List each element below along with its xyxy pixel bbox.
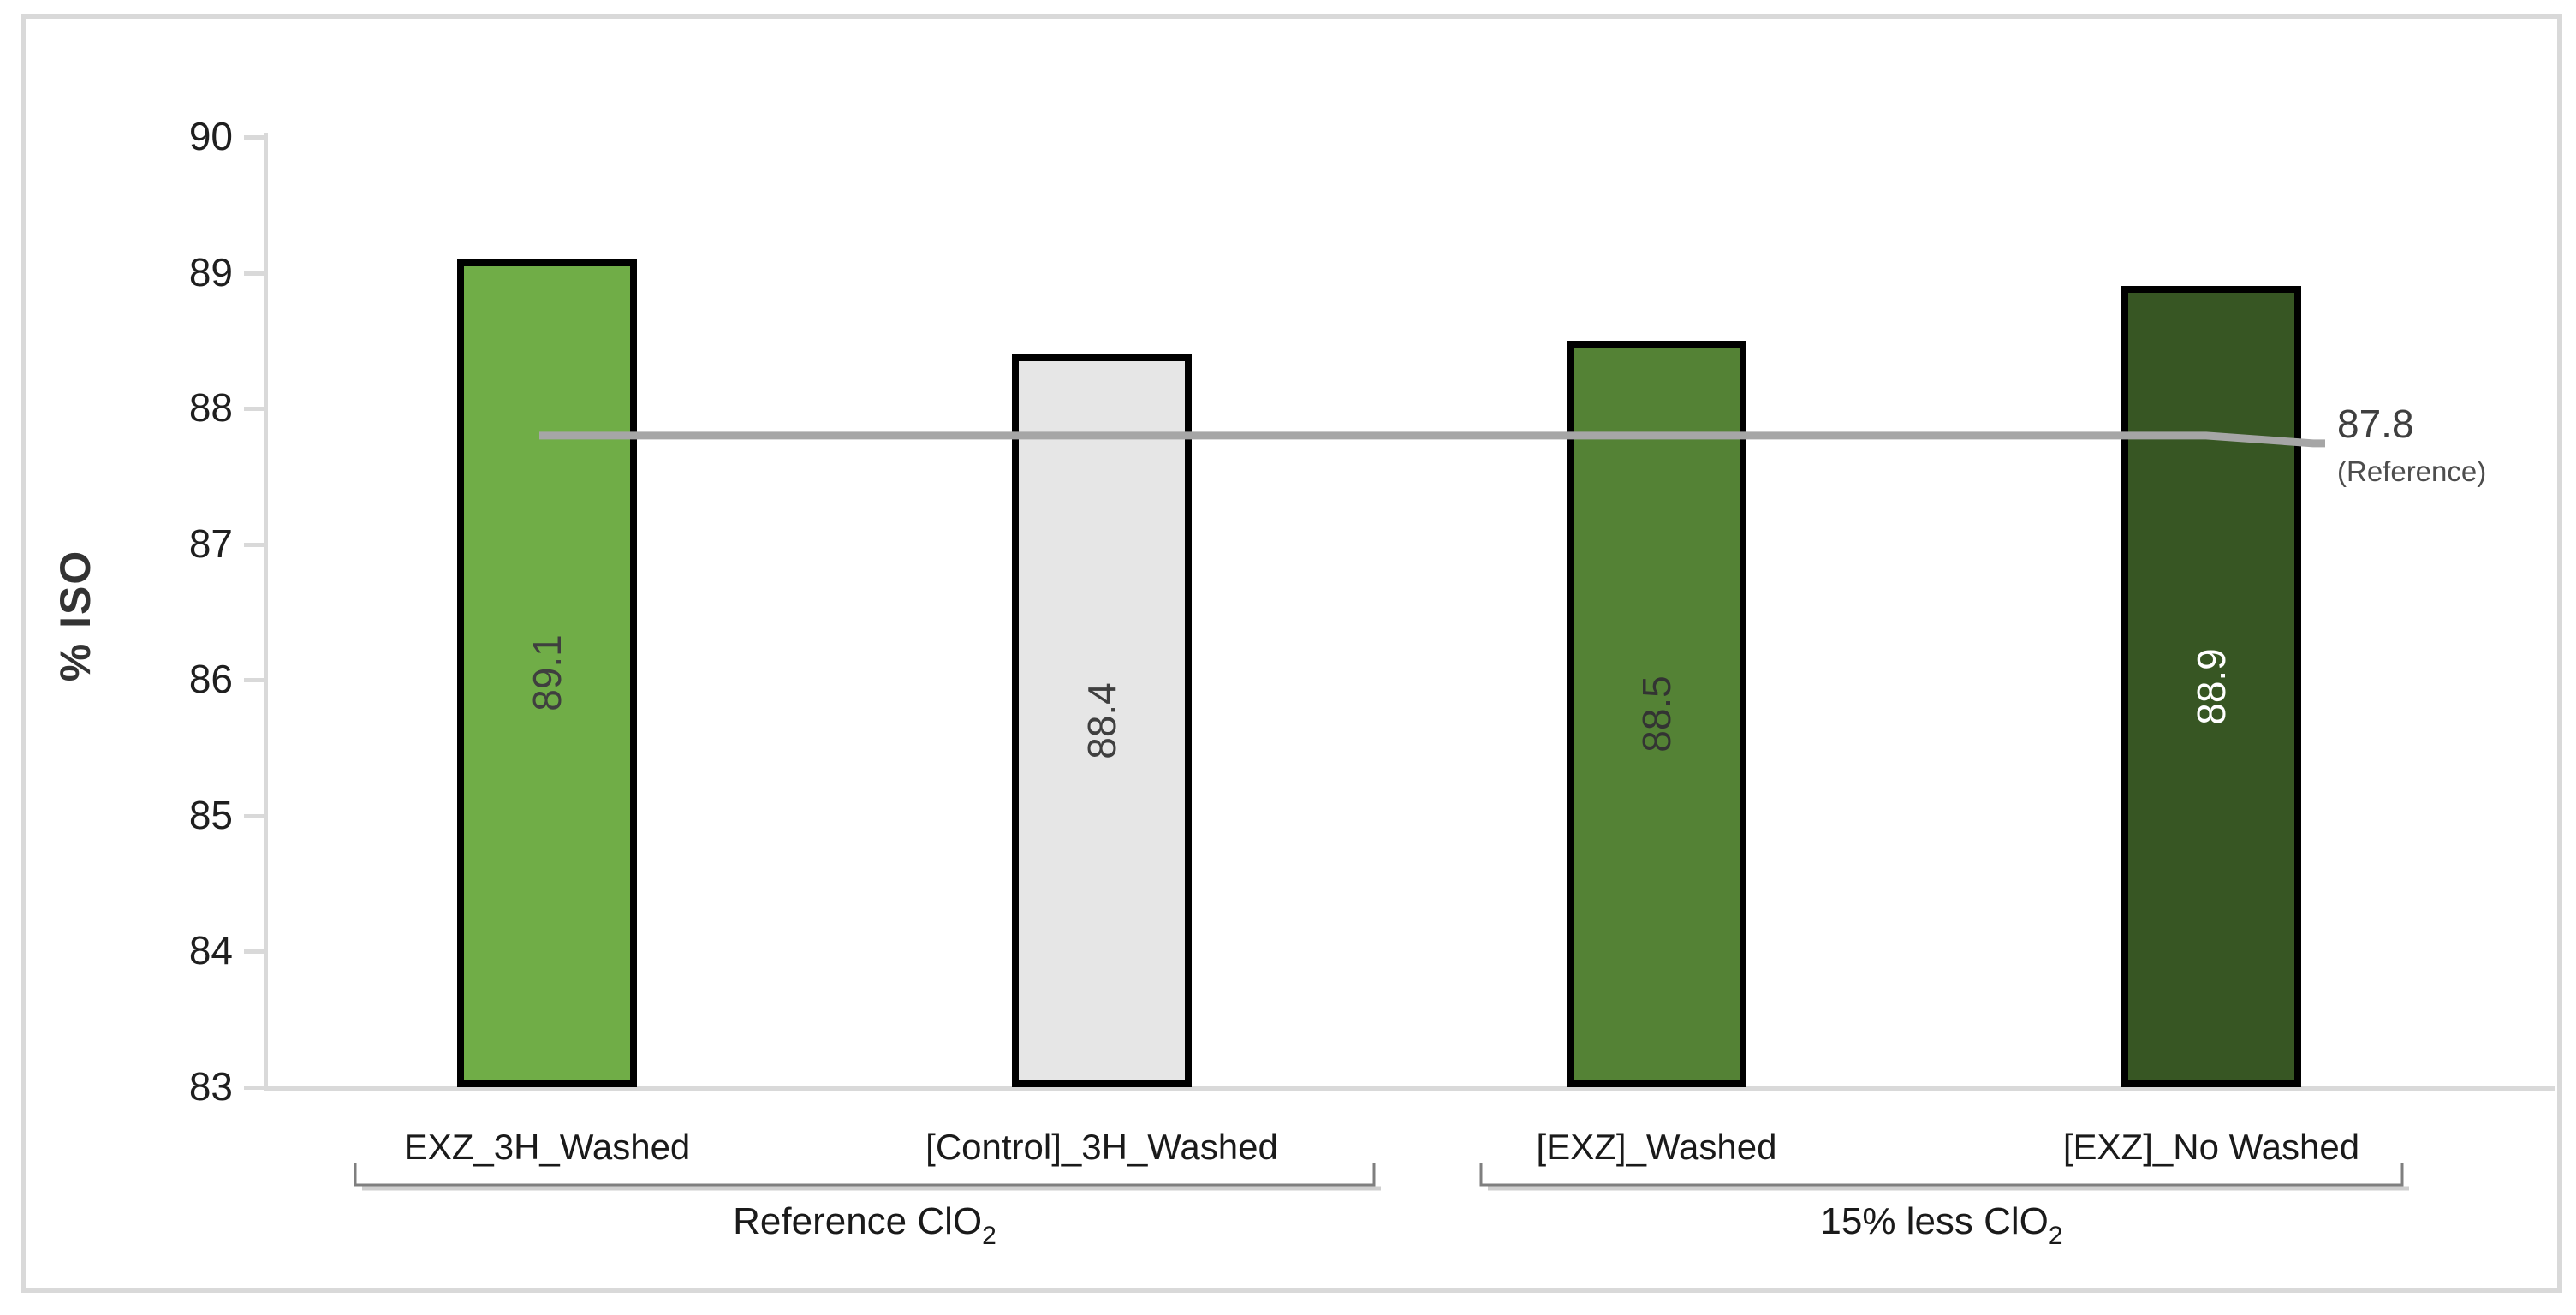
- y-tick-88: [244, 407, 265, 412]
- y-tick-label-90: 90: [188, 114, 233, 158]
- bar-[Control]_3H_Washed: [1012, 354, 1192, 1087]
- y-tick-85: [244, 813, 265, 818]
- group-bracket-2: [1479, 1163, 2404, 1187]
- y-tick-90: [244, 135, 265, 140]
- y-tick-label-87: 87: [188, 521, 233, 566]
- bar-[EXZ]_No Washed: [2121, 286, 2301, 1087]
- x-category-label-[Control]_3H_Washed: [Control]_3H_Washed: [925, 1127, 1278, 1167]
- reference-line-caption: (Reference): [2337, 455, 2487, 487]
- y-tick-87: [244, 542, 265, 547]
- group-bracket-1: [354, 1163, 1376, 1187]
- y-tick-label-88: 88: [188, 385, 233, 431]
- group-label-1: Reference ClO2: [479, 1200, 1250, 1251]
- y-tick-label-83: 83: [188, 1064, 233, 1109]
- group-label-subscript: 2: [2048, 1222, 2063, 1250]
- group-label-2: 15% less ClO2: [1556, 1200, 2327, 1251]
- reference-line-value: 87.8: [2337, 402, 2414, 446]
- y-axis-line: [264, 133, 268, 1089]
- y-tick-label-84: 84: [188, 928, 233, 973]
- group-label-text: 15% less ClO: [1820, 1200, 2049, 1242]
- bar-[EXZ]_Washed: [1567, 340, 1746, 1087]
- y-tick-86: [244, 678, 265, 683]
- y-tick-83: [244, 1086, 265, 1090]
- x-category-label-EXZ_3H_Washed: EXZ_3H_Washed: [403, 1127, 691, 1167]
- y-tick-89: [244, 271, 265, 276]
- y-tick-84: [244, 949, 265, 955]
- x-axis-line: [264, 1086, 2555, 1091]
- group-label-text: Reference ClO: [733, 1200, 983, 1242]
- group-label-subscript: 2: [982, 1222, 996, 1250]
- y-tick-label-85: 85: [188, 792, 233, 837]
- reference-line: [539, 431, 2325, 448]
- x-category-label-[EXZ]_No Washed: [EXZ]_No Washed: [2062, 1127, 2360, 1167]
- y-tick-label-89: 89: [188, 249, 233, 295]
- y-tick-label-86: 86: [188, 657, 233, 702]
- x-category-label-[EXZ]_Washed: [EXZ]_Washed: [1536, 1127, 1777, 1167]
- bar-EXZ_3H_Washed: [457, 259, 637, 1087]
